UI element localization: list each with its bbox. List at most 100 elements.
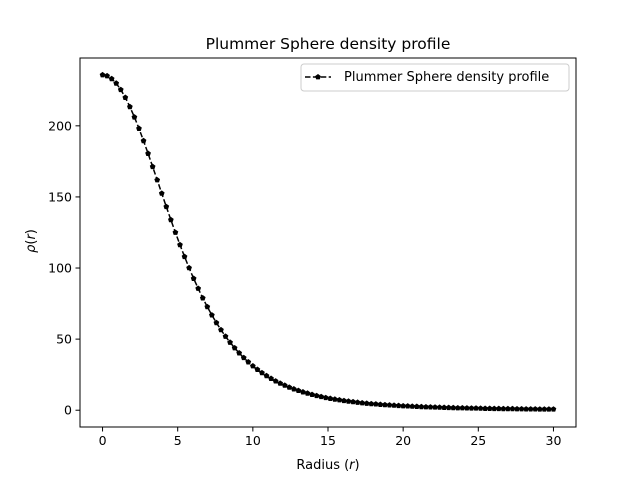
- data-point: [363, 400, 370, 406]
- y-tick-label: 100: [48, 261, 72, 276]
- data-point: [295, 387, 302, 394]
- x-axis-label-close: ): [355, 458, 360, 473]
- data-point: [477, 405, 484, 411]
- legend-marker-sample: [315, 74, 321, 80]
- data-point: [409, 403, 416, 409]
- data-point: [436, 404, 443, 410]
- x-axis-ticks: 0 5 10 15 20 25 30: [99, 427, 562, 448]
- data-point: [218, 326, 224, 333]
- data-point: [432, 404, 438, 410]
- data-point: [382, 401, 388, 408]
- data-point: [491, 405, 498, 412]
- data-point: [495, 405, 502, 412]
- data-point: [250, 363, 256, 369]
- data-point: [372, 401, 379, 407]
- data-point: [149, 163, 156, 170]
- data-point: [395, 402, 402, 409]
- data-point: [140, 137, 147, 144]
- x-tick-label: 5: [174, 433, 182, 448]
- data-point: [445, 404, 452, 411]
- data-point: [377, 401, 384, 407]
- x-axis-label: Radius (r): [296, 458, 359, 473]
- x-tick-label: 0: [99, 433, 107, 448]
- data-point: [450, 404, 457, 411]
- data-point: [199, 295, 206, 301]
- data-point: [113, 80, 120, 86]
- data-point: [190, 275, 197, 281]
- data-point: [254, 366, 261, 372]
- data-point: [177, 241, 183, 248]
- y-axis-label: ρ(r): [24, 229, 39, 253]
- data-point: [341, 397, 347, 404]
- x-tick-label: 20: [395, 433, 411, 448]
- data-point: [222, 333, 229, 339]
- data-point: [186, 264, 192, 271]
- data-point: [277, 380, 284, 386]
- data-point: [354, 399, 361, 405]
- chart-title: Plummer Sphere density profile: [206, 35, 451, 53]
- x-axis-label-text: Radius (: [296, 458, 349, 473]
- data-point: [131, 114, 138, 120]
- data-point: [532, 406, 539, 412]
- series-layer: [99, 71, 557, 412]
- data-point: [518, 405, 525, 412]
- plot-area: [79, 57, 577, 428]
- data-point: [136, 125, 142, 131]
- y-axis-label-symbol: ρ: [24, 244, 39, 253]
- y-tick-label: 200: [48, 118, 72, 133]
- data-point: [486, 405, 493, 411]
- data-point: [209, 312, 215, 318]
- data-point: [423, 403, 429, 410]
- data-point: [290, 386, 297, 392]
- axes-frame: [79, 57, 577, 428]
- data-point: [550, 406, 557, 412]
- data-point: [331, 396, 338, 402]
- data-point: [236, 350, 243, 356]
- data-point: [427, 404, 434, 410]
- data-point: [304, 390, 311, 396]
- data-point: [286, 384, 293, 390]
- data-point: [108, 75, 115, 82]
- data-point: [336, 396, 343, 403]
- x-axis-label-variable: r: [349, 458, 356, 473]
- x-tick-label: 10: [245, 433, 261, 448]
- y-tick-label: 0: [64, 403, 72, 418]
- data-point: [168, 216, 174, 223]
- data-point: [240, 354, 247, 361]
- data-point: [327, 395, 334, 401]
- data-point: [158, 190, 165, 196]
- data-point: [172, 229, 179, 235]
- data-point: [514, 405, 520, 412]
- data-point: [195, 285, 202, 291]
- data-point: [500, 405, 507, 412]
- data-point: [181, 253, 188, 260]
- data-point: [468, 405, 475, 411]
- y-axis-label-open: (: [24, 240, 39, 245]
- data-point: [464, 405, 470, 411]
- data-point: [272, 378, 279, 384]
- data-point: [541, 406, 548, 412]
- data-point: [359, 399, 366, 406]
- data-point: [345, 398, 352, 404]
- data-point: [204, 303, 211, 310]
- data-point: [322, 394, 329, 401]
- data-point: [227, 339, 233, 345]
- data-point: [350, 398, 356, 405]
- data-point: [154, 177, 161, 183]
- data-point: [99, 71, 106, 78]
- x-tick-label: 30: [546, 433, 562, 448]
- data-point: [281, 382, 288, 388]
- data-point: [536, 406, 543, 412]
- data-point: [527, 406, 534, 412]
- data-point: [213, 319, 220, 326]
- data-point: [245, 359, 252, 365]
- data-point: [546, 406, 552, 412]
- y-axis-label-close: ): [24, 229, 39, 234]
- data-point: [482, 405, 488, 411]
- data-point: [263, 372, 270, 379]
- data-point: [386, 402, 393, 408]
- x-tick-label: 15: [320, 433, 336, 448]
- data-point: [309, 391, 315, 398]
- legend-label-0: Plummer Sphere density profile: [344, 70, 549, 85]
